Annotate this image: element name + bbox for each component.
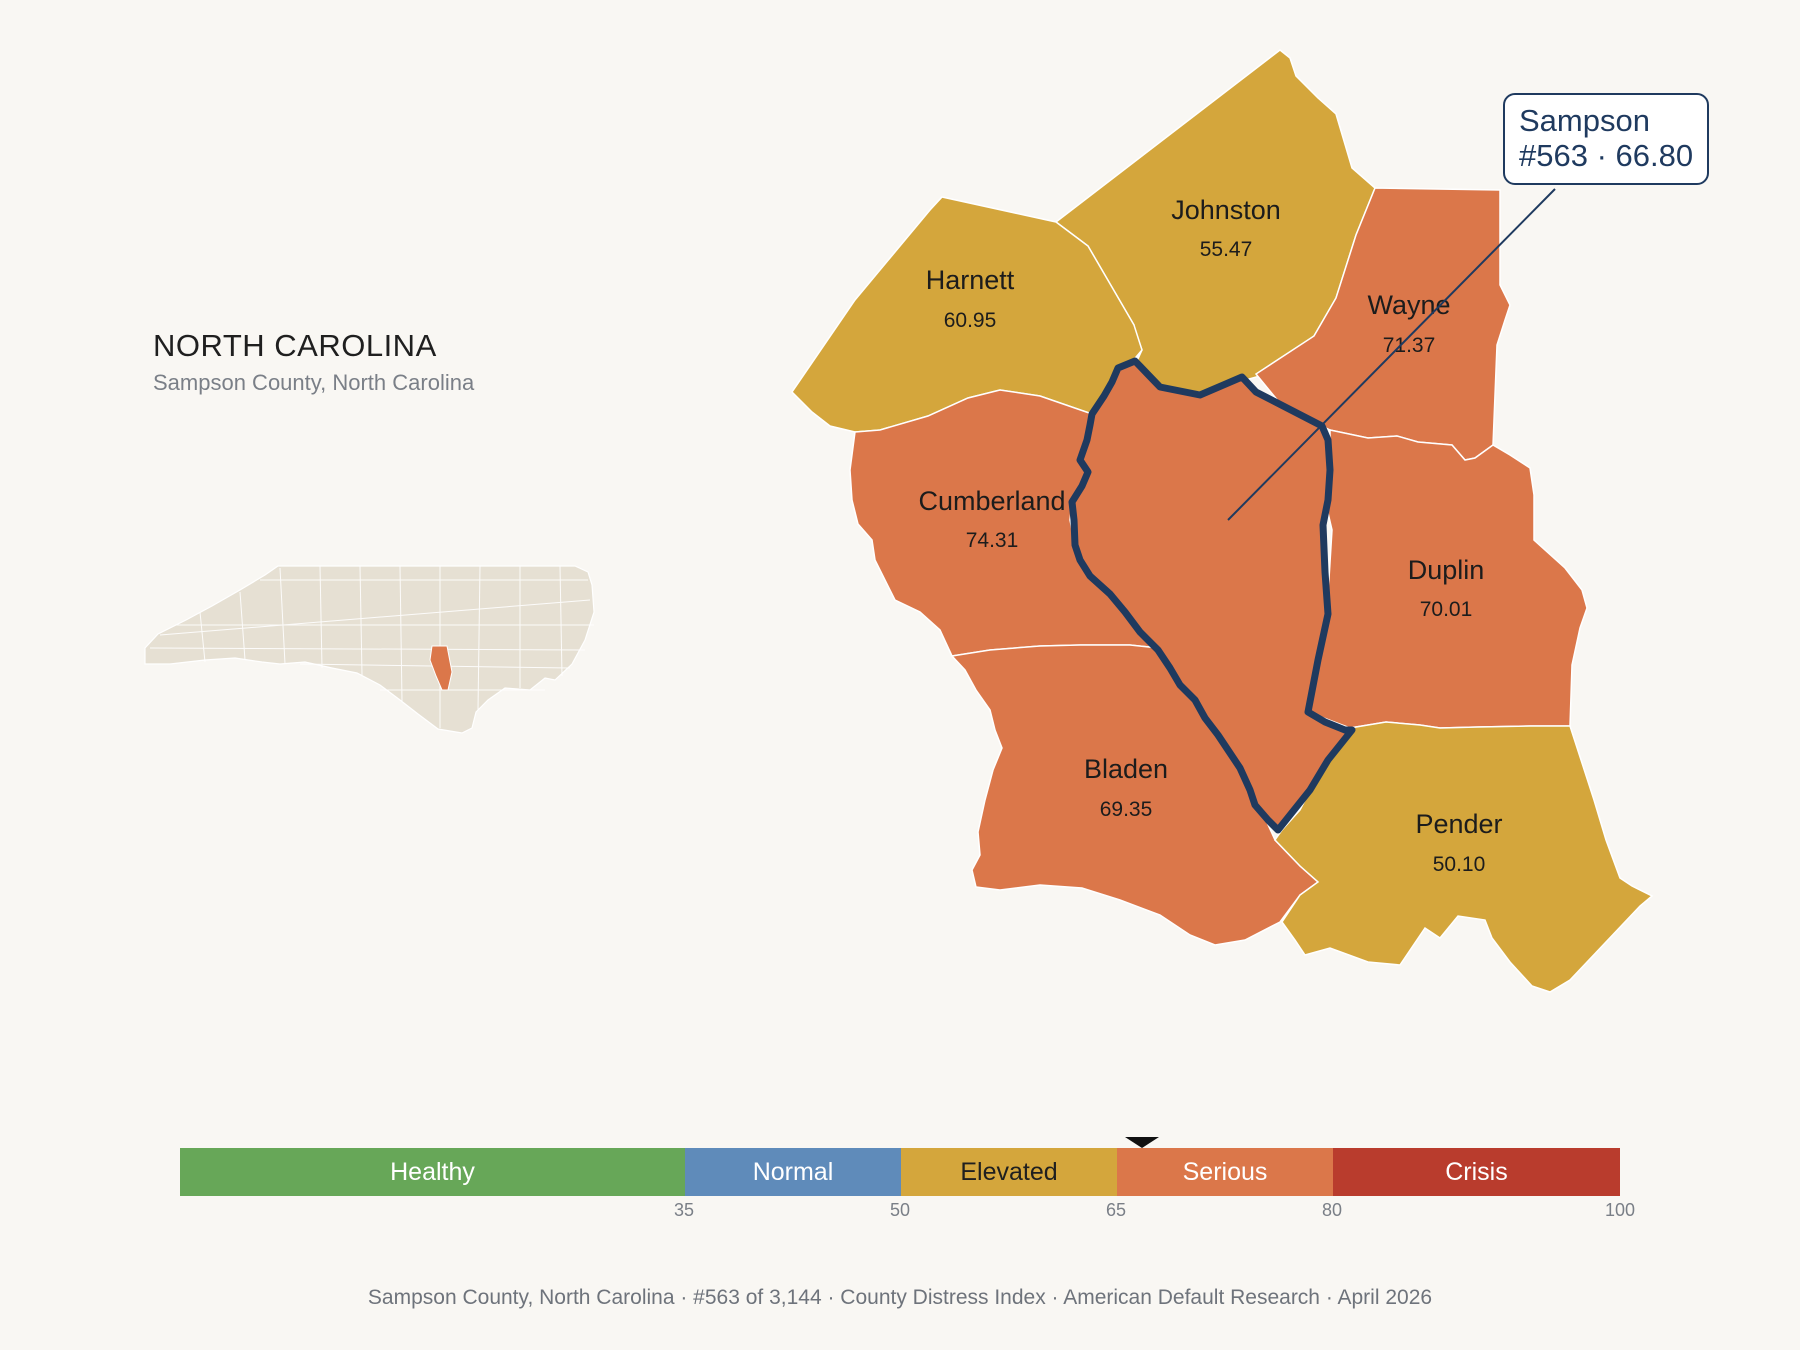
county-value-harnett: 60.95: [944, 309, 997, 332]
legend-segment-serious: Serious: [1117, 1148, 1333, 1196]
legend-segment-crisis: Crisis: [1333, 1148, 1620, 1196]
legend-segment-normal: Normal: [685, 1148, 901, 1196]
callout-rank-value: #563 · 66.80: [1519, 138, 1694, 173]
county-sampson-highlight[interactable]: [1068, 357, 1356, 834]
legend-tick-80: 80: [1321, 1200, 1343, 1220]
legend-tick-50: 50: [889, 1200, 911, 1220]
legend-tick-35: 35: [673, 1200, 695, 1220]
state-subtitle: Sampson County, North Carolina: [153, 370, 475, 395]
county-value-pender: 50.10: [1433, 853, 1486, 876]
callout-leader-line: [1227, 188, 1556, 521]
sampson-callout: Sampson #563 · 66.80: [1503, 93, 1710, 185]
legend-label-serious: Serious: [1182, 1157, 1268, 1186]
county-label-cumberland: Cumberland: [918, 486, 1065, 516]
county-label-pender: Pender: [1415, 809, 1502, 839]
legend-label-crisis: Crisis: [1445, 1157, 1508, 1186]
footer-caption: Sampson County, North Carolina · #563 of…: [367, 1286, 1433, 1309]
legend-tick-65: 65: [1105, 1200, 1127, 1220]
county-value-bladen: 69.35: [1100, 798, 1153, 821]
county-value-duplin: 70.01: [1420, 598, 1473, 621]
legend-value-marker: [1125, 1137, 1159, 1148]
county-value-johnston: 55.47: [1200, 238, 1253, 261]
county-label-harnett: Harnett: [926, 265, 1015, 295]
county-label-bladen: Bladen: [1084, 754, 1168, 784]
county-label-johnston: Johnston: [1171, 195, 1281, 225]
legend-segment-healthy: Healthy: [180, 1148, 685, 1196]
legend-label-normal: Normal: [752, 1157, 834, 1186]
callout-county-name: Sampson: [1519, 103, 1650, 138]
legend-label-healthy: Healthy: [390, 1157, 475, 1186]
legend-tick-100: 100: [1604, 1200, 1636, 1220]
nc-inset-map: [144, 565, 595, 734]
legend-label-elevated: Elevated: [960, 1157, 1058, 1186]
county-label-wayne: Wayne: [1367, 290, 1450, 320]
county-value-cumberland: 74.31: [966, 529, 1019, 552]
distress-legend-bar: Healthy Normal Elevated Serious Crisis: [180, 1148, 1620, 1196]
map-header: NORTH CAROLINA Sampson County, North Car…: [153, 328, 474, 396]
county-label-duplin: Duplin: [1408, 555, 1485, 585]
county-pender[interactable]: [1274, 721, 1654, 993]
state-title: NORTH CAROLINA: [153, 328, 437, 363]
legend-segment-elevated: Elevated: [901, 1148, 1117, 1196]
